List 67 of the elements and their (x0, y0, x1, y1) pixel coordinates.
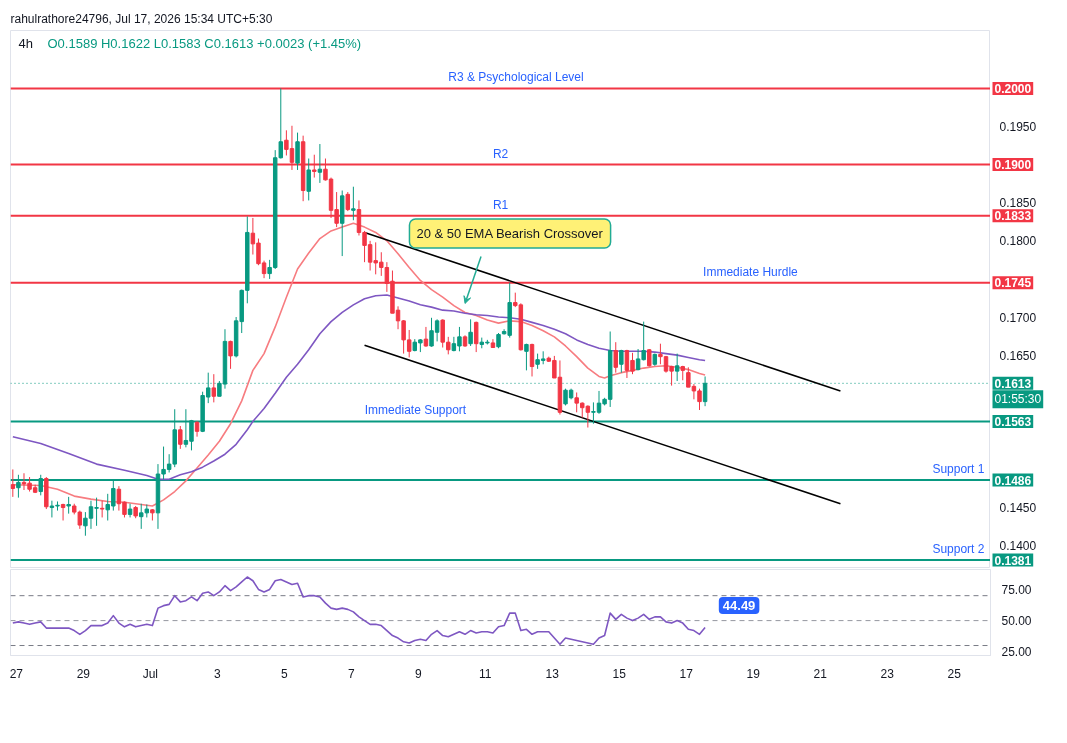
x-tick-label: Jul (142, 666, 158, 681)
candlestick (211, 373, 217, 403)
ref-line-label: 0.1486 (994, 473, 1032, 488)
x-tick-label: 9 (414, 666, 422, 681)
annotation: R2 (492, 146, 509, 161)
annotation: 01:55:30 (994, 392, 1042, 407)
data-label: 44.49 (722, 597, 756, 613)
candlestick (317, 143, 323, 184)
candlestick (674, 353, 680, 382)
x-tick-label: 7 (347, 666, 355, 681)
y-tick-label: 0.1850 (999, 196, 1037, 211)
x-tick-label: 23 (880, 666, 895, 681)
candlestick (228, 340, 233, 370)
annotation: Support 2 (932, 542, 985, 557)
y-tick-label: 0.1650 (999, 348, 1037, 363)
candlestick (529, 343, 535, 377)
candlestick (423, 326, 429, 348)
candlestick (295, 132, 300, 171)
x-tick-label: 19 (746, 666, 761, 681)
candlestick (524, 343, 529, 371)
annotation: R1 (492, 197, 509, 212)
chart-title: 4h (18, 36, 33, 51)
chart-subtitle: O0.1589 H0.1622 L0.1583 C0.1613 +0.0023 (+1.45%) (47, 36, 362, 51)
x-tick-label: 13 (545, 666, 560, 681)
y-tick-label: 50.00 (1001, 614, 1032, 629)
candlestick (99, 500, 105, 518)
candlestick (60, 503, 66, 521)
y-tick-label: 0.1400 (999, 539, 1037, 554)
candlestick (351, 186, 356, 221)
x-tick-label: 3 (213, 666, 221, 681)
annotation: Immediate Hurdle (703, 264, 799, 279)
annotation: Support 1 (932, 462, 985, 477)
y-tick-label: 25.00 (1001, 645, 1032, 660)
x-tick-label: 25 (947, 666, 962, 681)
candlestick (178, 425, 183, 450)
x-tick-label: 29 (76, 666, 91, 681)
annotation: R3 & Psychological Level (448, 70, 584, 85)
line-series (12, 576, 706, 646)
x-tick-label: 11 (479, 666, 492, 681)
y-tick-label: 75.00 (1001, 582, 1032, 597)
ref-line-label: 0.1900 (994, 158, 1032, 173)
candlestick (10, 468, 16, 498)
y-tick-label: 0.1950 (999, 120, 1037, 135)
line-series (12, 222, 706, 507)
candlestick (468, 318, 473, 347)
annotation: Immediate Support (364, 403, 467, 418)
ref-line-label: 0.1745 (994, 276, 1032, 291)
y-tick-label: 0.1700 (999, 310, 1037, 325)
candlestick (306, 158, 311, 201)
x-tick-label: 5 (280, 666, 288, 681)
y-tick-label: 0.1450 (999, 501, 1037, 516)
ref-line-label: 0.1833 (994, 209, 1032, 224)
text: rahulrathore24796, Jul 17, 2026 15:34 UTC+5:30 (10, 11, 273, 26)
line-series (12, 294, 706, 481)
ref-line-label: 0.1563 (994, 414, 1032, 429)
candlestick (473, 321, 479, 353)
ref-line-label: 0.1613 (994, 376, 1032, 391)
y-tick-label: 0.1800 (999, 234, 1037, 249)
x-tick-label: 17 (679, 666, 694, 681)
x-tick-label: 15 (612, 666, 627, 681)
candlestick (613, 341, 618, 374)
x-tick-label: 21 (813, 666, 828, 681)
annotation: 20 & 50 EMA Bearish Crossover (416, 225, 604, 241)
x-tick-label: 27 (9, 666, 24, 681)
ref-line-label: 0.2000 (994, 81, 1032, 96)
candlestick (345, 191, 351, 212)
ref-line-label: 0.1381 (994, 553, 1032, 568)
